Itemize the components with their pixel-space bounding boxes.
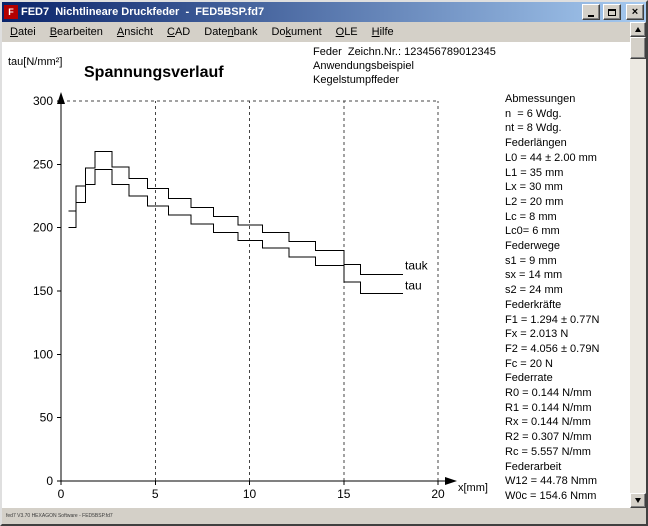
result-line: R0 = 0.144 N/mm	[505, 387, 592, 400]
drawing-area: 0 50 100 150 200 250 300 0 5 10 15 20 tauk tau Spannu…	[2, 42, 630, 508]
result-line: Rx = 0.144 N/mm	[505, 416, 591, 429]
result-line: s2 = 24 mm	[505, 284, 563, 297]
result-line: Federlängen	[505, 137, 567, 150]
result-line: L0 = 44 ± 2.00 mm	[505, 151, 597, 164]
x-axis-arrow-icon	[445, 477, 457, 485]
header-line: Anwendungsbeispiel	[313, 60, 414, 72]
result-line: L2 = 20 mm	[505, 195, 564, 208]
result-line: Lx = 30 mm	[505, 181, 563, 194]
status-strip: fed7 V3.70 HEXAGON Software - FED5BSP.fd…	[2, 508, 646, 524]
arrow-down-icon	[635, 498, 641, 503]
menu-item-cad[interactable]: CAD	[167, 26, 191, 38]
y-axis-label: tau[N/mm²]	[8, 56, 63, 68]
x-tick-label: 5	[152, 487, 159, 501]
x-axis-label: x[mm]	[458, 482, 488, 494]
result-line: L1 = 35 mm	[505, 166, 564, 179]
result-line: n = 6 Wdg.	[505, 107, 562, 120]
result-line: nt = 8 Wdg.	[505, 122, 562, 135]
vertical-scroll-track[interactable]	[630, 59, 646, 493]
y-tick-label: 250	[33, 157, 53, 171]
result-line: Federarbeit	[505, 460, 562, 473]
menu-item-datei[interactable]: Datei	[10, 26, 36, 38]
arrow-up-icon	[635, 27, 641, 32]
window-title: FED7 Nichtlineare Druckfeder - FED5BSP.f…	[21, 6, 265, 18]
x-tick-label: 15	[337, 487, 351, 501]
result-line: R1 = 0.144 N/mm	[505, 401, 592, 414]
close-icon: ×	[631, 5, 639, 18]
result-line: F2 = 4.056 ± 0.79N	[505, 342, 600, 355]
result-line: Federwege	[505, 240, 561, 253]
app-icon: F	[4, 5, 18, 19]
minimize-button[interactable]	[582, 4, 600, 20]
result-line: Fc = 20 N	[505, 357, 553, 370]
maximize-button[interactable]	[603, 4, 621, 20]
series-tauk	[68, 151, 404, 276]
close-button[interactable]: ×	[626, 4, 644, 20]
series-label-tauk: tauk	[405, 258, 429, 272]
result-line: R2 = 0.307 N/mm	[505, 431, 592, 444]
menu-item-ansicht[interactable]: Ansicht	[116, 26, 154, 38]
x-tick-label: 10	[243, 487, 257, 501]
result-line: Rc = 5.557 N/mm	[505, 445, 591, 458]
y-tick-label: 0	[46, 474, 53, 488]
result-line: sx = 14 mm	[505, 269, 563, 282]
menu-item-dokument[interactable]: Dokument	[271, 26, 322, 38]
result-line: W12 = 44.78 Nmm	[505, 475, 598, 488]
vertical-scroll-thumb[interactable]	[630, 37, 646, 59]
menu-item-hilfe[interactable]: Hilfe	[371, 26, 394, 38]
result-line: Federkräfte	[505, 298, 562, 311]
series-tau	[68, 168, 404, 295]
result-line: Lc = 8 mm	[505, 210, 557, 223]
chart-title: Spannungsverlauf	[84, 64, 224, 81]
menu-bar: Datei Bearbeiten Ansicht CAD Datenbank Dokume…	[2, 22, 630, 42]
result-line: Fx = 2.013 N	[505, 328, 569, 341]
x-tick-label: 0	[58, 487, 65, 501]
header-line: Feder Zeichn.Nr.: 123456789012345	[313, 46, 496, 58]
maximize-icon	[608, 8, 616, 16]
menu-item-ole[interactable]: OLE	[335, 26, 358, 38]
menu-item-bearbeiten[interactable]: Bearbeiten	[49, 26, 103, 38]
header-line: Kegelstumpffeder	[313, 74, 400, 86]
vertical-scrollbar[interactable]	[630, 22, 646, 508]
chart-svg: 0 50 100 150 200 250 300 0 5 10 15 20 tauk tau	[33, 92, 457, 501]
window-body: Datei Bearbeiten Ansicht CAD Datenbank Dokume…	[2, 22, 646, 508]
footer-fine-print: fed7 V3.70 HEXAGON Software - FED5BSP.fd…	[6, 513, 113, 519]
y-tick-label: 150	[33, 284, 53, 298]
result-line: Federrate	[505, 372, 553, 385]
result-line: s1 = 9 mm	[505, 254, 557, 267]
scroll-down-button[interactable]	[630, 493, 646, 508]
scroll-up-button[interactable]	[630, 22, 646, 37]
scrollbar-corner	[630, 508, 646, 524]
x-tick-label: 20	[431, 487, 445, 501]
spring-header-block: Feder Zeichn.Nr.: 123456789012345 Anwendu…	[313, 45, 496, 87]
results-panel: Abmessungen n = 6 Wdg. nt = 8 Wdg. Federlän…	[505, 92, 599, 504]
y-tick-label: 200	[33, 221, 53, 235]
y-axis-arrow-icon	[57, 92, 65, 104]
result-line: Abmessungen	[505, 93, 576, 105]
result-line: Lc0= 6 mm	[505, 225, 560, 238]
y-tick-label: 300	[33, 94, 53, 108]
result-line: W0c = 154.6 Nmm	[505, 489, 597, 502]
menu-item-datenbank[interactable]: Datenbank	[204, 26, 258, 38]
series-label-tau: tau	[405, 279, 422, 293]
title-bar: F FED7 Nichtlineare Druckfeder - FED5BSP…	[2, 2, 646, 22]
result-line: F1 = 1.294 ± 0.77N	[505, 313, 600, 326]
y-tick-label: 50	[40, 411, 54, 425]
y-tick-label: 100	[33, 347, 53, 361]
minimize-icon	[588, 14, 594, 17]
